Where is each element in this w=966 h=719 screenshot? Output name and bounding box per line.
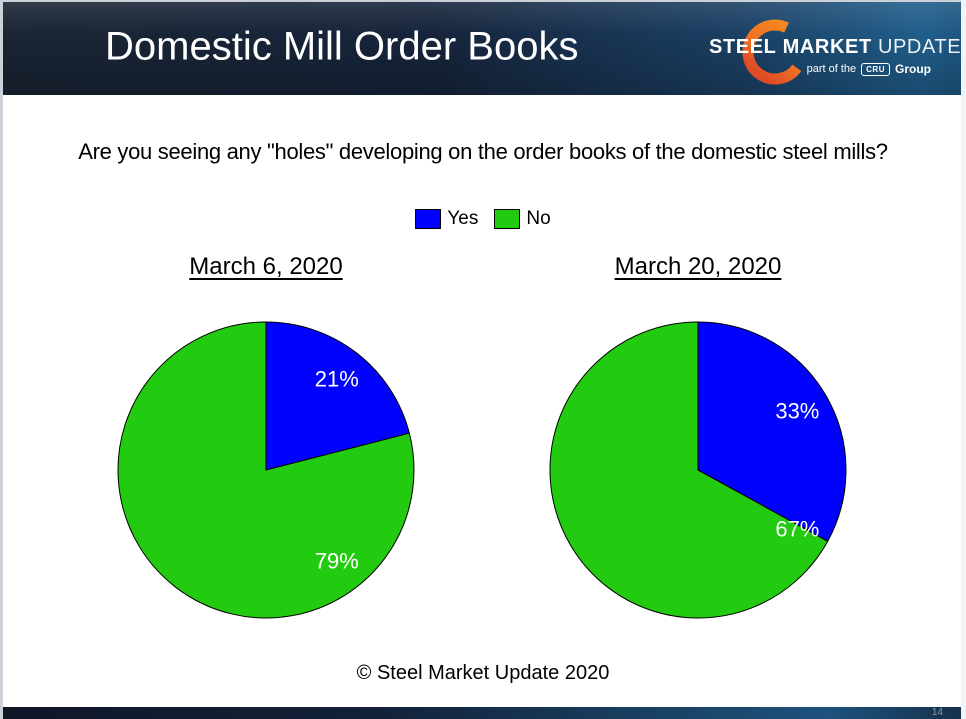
brand-word-update: UPDATE bbox=[877, 36, 962, 58]
page-title: Domestic Mill Order Books bbox=[105, 23, 579, 68]
smu-logo: STEEL MARKET UPDATE part of the CRU Grou… bbox=[685, 10, 961, 90]
pie-data-label-yes: 33% bbox=[775, 399, 819, 424]
pie-chart-march-6: March 6, 2020 21% 79% bbox=[106, 252, 426, 620]
pie-data-label-no: 67% bbox=[775, 516, 819, 541]
page-number: 14 bbox=[931, 707, 943, 718]
pie-march-20: 33% 67% bbox=[549, 321, 847, 619]
copyright-text: © Steel Market Update 2020 bbox=[356, 662, 610, 684]
tagline-suffix: Group bbox=[895, 62, 931, 76]
slide-border-right bbox=[961, 0, 966, 719]
bottom-banner: 14 bbox=[3, 707, 961, 719]
cru-badge: CRU bbox=[861, 62, 890, 76]
legend-label-no: No bbox=[526, 208, 551, 229]
pie-slice-no bbox=[549, 321, 829, 619]
pie-slice-no bbox=[117, 321, 415, 619]
pie-march-6: 21% 79% bbox=[117, 321, 415, 619]
survey-question: Are you seeing any "holes" developing on… bbox=[78, 139, 888, 164]
chart-title-march-20: March 20, 2020 bbox=[614, 253, 782, 280]
legend-item-no: No bbox=[494, 208, 551, 230]
smu-tagline: part of the CRU Group bbox=[807, 62, 931, 76]
tagline-prefix: part of the bbox=[806, 63, 857, 75]
pie-slice-yes bbox=[265, 321, 410, 471]
legend-label-yes: Yes bbox=[447, 208, 479, 229]
pie-data-label-yes: 21% bbox=[315, 366, 359, 391]
chart-title-march-6: March 6, 2020 bbox=[189, 253, 343, 280]
slide-border-top bbox=[0, 0, 966, 2]
header-banner: Domestic Mill Order Books STEEL MARKET U… bbox=[3, 2, 961, 95]
legend-item-yes: Yes bbox=[415, 208, 478, 230]
pie-chart-march-20: March 20, 2020 33% 67% bbox=[538, 252, 858, 620]
pie-data-label-no: 79% bbox=[315, 549, 359, 574]
legend-swatch-yes bbox=[415, 209, 442, 229]
legend-swatch-no bbox=[494, 209, 521, 229]
brand-word-steel: STEEL bbox=[709, 36, 777, 58]
smu-crescent-icon bbox=[742, 19, 808, 85]
chart-legend: Yes No bbox=[0, 208, 966, 230]
brand-word-market: MARKET bbox=[782, 36, 872, 58]
slide-border-left bbox=[0, 0, 3, 719]
smu-brand-text: STEEL MARKET UPDATE bbox=[709, 36, 961, 59]
pie-slice-yes bbox=[697, 321, 847, 542]
